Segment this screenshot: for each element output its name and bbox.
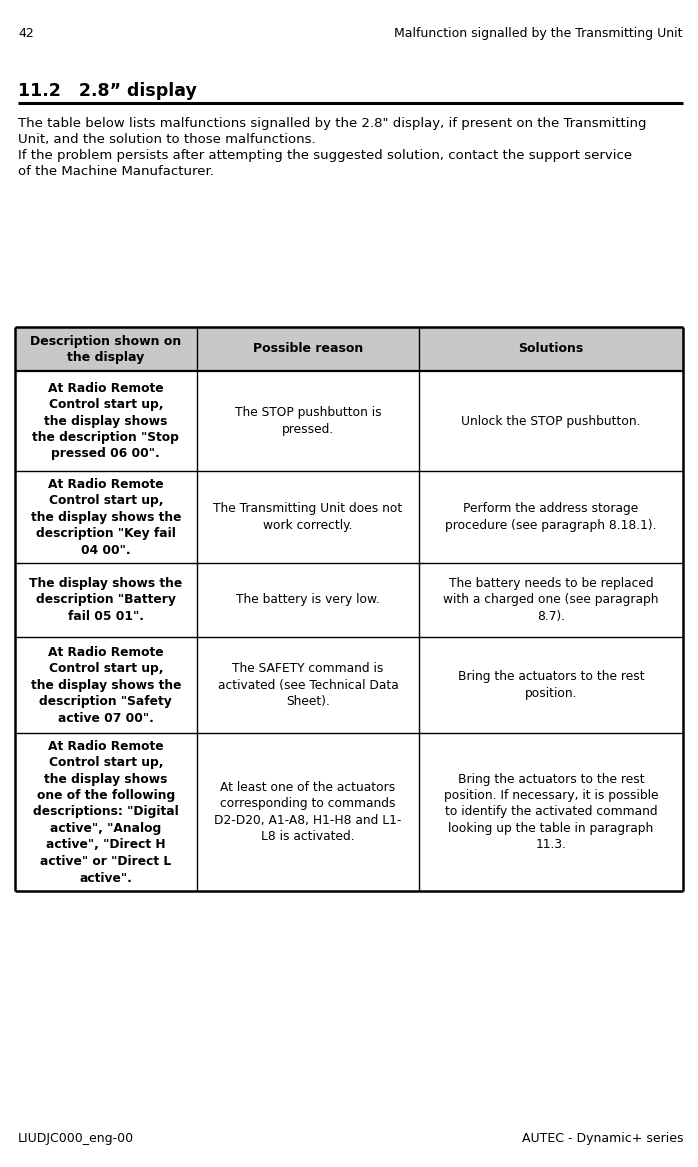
Text: 11.2   2.8” display: 11.2 2.8” display <box>18 82 197 100</box>
Text: The Transmitting Unit does not
work correctly.: The Transmitting Unit does not work corr… <box>214 502 403 532</box>
Text: Bring the actuators to the rest
position.: Bring the actuators to the rest position… <box>458 670 644 700</box>
Text: At Radio Remote
Control start up,
the display shows the
description "Key fail
04: At Radio Remote Control start up, the di… <box>31 477 181 557</box>
Text: Description shown on
the display: Description shown on the display <box>30 335 181 363</box>
Text: of the Machine Manufacturer.: of the Machine Manufacturer. <box>18 165 214 179</box>
Text: Unit, and the solution to those malfunctions.: Unit, and the solution to those malfunct… <box>18 133 315 146</box>
Text: AUTEC - Dynamic+ series: AUTEC - Dynamic+ series <box>521 1132 683 1145</box>
Text: The SAFETY command is
activated (see Technical Data
Sheet).: The SAFETY command is activated (see Tec… <box>218 662 399 708</box>
Text: The battery needs to be replaced
with a charged one (see paragraph
8.7).: The battery needs to be replaced with a … <box>443 576 659 623</box>
Text: If the problem persists after attempting the suggested solution, contact the sup: If the problem persists after attempting… <box>18 149 632 162</box>
Text: LIUDJC000_eng-00: LIUDJC000_eng-00 <box>18 1132 134 1145</box>
Text: Perform the address storage
procedure (see paragraph 8.18.1).: Perform the address storage procedure (s… <box>445 502 657 532</box>
Text: The table below lists malfunctions signalled by the 2.8" display, if present on : The table below lists malfunctions signa… <box>18 117 646 130</box>
Text: The battery is very low.: The battery is very low. <box>236 594 380 607</box>
Text: 42: 42 <box>18 27 34 40</box>
Bar <box>15 327 683 371</box>
Text: Solutions: Solutions <box>519 342 584 356</box>
Text: At Radio Remote
Control start up,
the display shows
one of the following
descrip: At Radio Remote Control start up, the di… <box>33 740 179 885</box>
Text: Bring the actuators to the rest
position. If necessary, it is possible
to identi: Bring the actuators to the rest position… <box>444 773 658 852</box>
Text: Possible reason: Possible reason <box>253 342 363 356</box>
Text: At Radio Remote
Control start up,
the display shows the
description "Safety
acti: At Radio Remote Control start up, the di… <box>31 645 181 725</box>
Text: Unlock the STOP pushbutton.: Unlock the STOP pushbutton. <box>461 414 641 427</box>
Text: Malfunction signalled by the Transmitting Unit: Malfunction signalled by the Transmittin… <box>394 27 683 40</box>
Text: At least one of the actuators
corresponding to commands
D2-D20, A1-A8, H1-H8 and: At least one of the actuators correspond… <box>214 781 401 844</box>
Text: The STOP pushbutton is
pressed.: The STOP pushbutton is pressed. <box>235 406 381 435</box>
Text: The display shows the
description "Battery
fail 05 01".: The display shows the description "Batte… <box>29 576 182 623</box>
Text: At Radio Remote
Control start up,
the display shows
the description "Stop
presse: At Radio Remote Control start up, the di… <box>32 382 179 461</box>
